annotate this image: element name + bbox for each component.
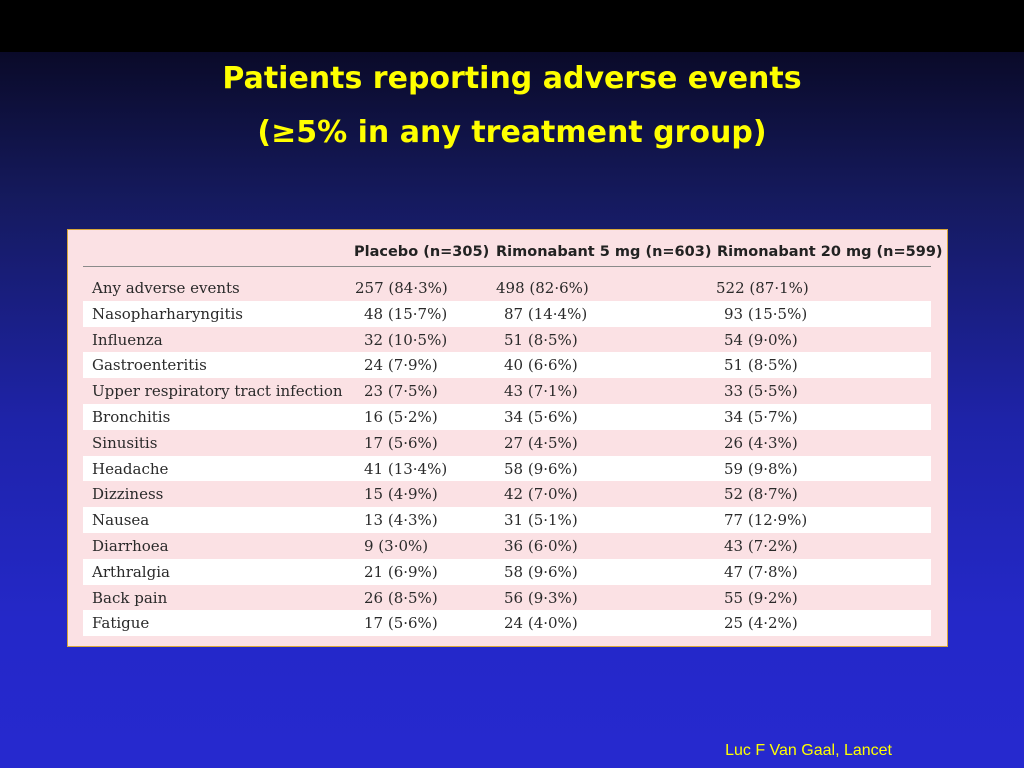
row-label: Nausea — [92, 511, 150, 530]
cell-placebo: 23 (7·5%) — [364, 382, 438, 401]
cell-rimonabant-5mg: 498 (82·6%) — [496, 279, 589, 297]
cell-placebo: 257 (84·3%) — [355, 279, 448, 297]
cell-rimonabant-20mg: 47 (7·8%) — [724, 562, 798, 581]
cell-rimonabant-20mg: 51 (8·5%) — [724, 356, 798, 375]
row-label: Any adverse events — [92, 279, 240, 297]
cell-placebo: 15 (4·9%) — [364, 485, 438, 504]
table-row: Any adverse events 257 (84·3%) 498 (82·6%)… — [83, 275, 931, 301]
row-label: Arthralgia — [92, 562, 170, 581]
table-row: Fatigue 17 (5·6%) 24 (4·0%) 25 (4·2%) — [83, 610, 931, 637]
cell-rimonabant-20mg: 55 (9·2%) — [724, 588, 798, 607]
cell-rimonabant-20mg: 93 (15·5%) — [724, 304, 808, 323]
row-label: Sinusitis — [92, 433, 158, 452]
cell-rimonabant-20mg: 54 (9·0%) — [724, 330, 798, 349]
table-row: Gastroenteritis 24 (7·9%) 40 (6·6%) 51 (8·5… — [83, 352, 931, 379]
row-label: Diarrhoea — [92, 536, 169, 555]
table-rows: Any adverse events 257 (84·3%) 498 (82·6%)… — [83, 275, 931, 637]
table-body: Placebo (n=305) Rimonabant 5 mg (n=603) … — [83, 238, 943, 637]
cell-rimonabant-5mg: 58 (9·6%) — [504, 562, 578, 581]
header-placebo: Placebo (n=305) — [354, 244, 490, 260]
cell-rimonabant-20mg: 26 (4·3%) — [724, 433, 798, 452]
cell-placebo: 17 (5·6%) — [364, 433, 438, 452]
table-row: Influenza 32 (10·5%) 51 (8·5%) 54 (9·0%) — [83, 327, 931, 353]
cell-rimonabant-20mg: 52 (8·7%) — [724, 485, 798, 504]
cell-rimonabant-20mg: 34 (5·7%) — [724, 407, 798, 426]
table-row: Arthralgia 21 (6·9%) 58 (9·6%) 47 (7·8%) — [83, 558, 931, 585]
row-label: Influenza — [92, 330, 163, 349]
cell-placebo: 26 (8·5%) — [364, 588, 438, 607]
table-row: Back pain 26 (8·5%) 56 (9·3%) 55 (9·2%) — [83, 585, 931, 611]
cell-rimonabant-20mg: 59 (9·8%) — [724, 459, 798, 478]
cell-rimonabant-20mg: 522 (87·1%) — [716, 279, 809, 297]
table-row: Nasopharharyngitis 48 (15·7%) 87 (14·4%) 93… — [83, 300, 931, 327]
cell-placebo: 9 (3·0%) — [364, 536, 429, 555]
cell-placebo: 32 (10·5%) — [364, 330, 448, 349]
cell-placebo: 48 (15·7%) — [364, 304, 448, 323]
row-label: Fatigue — [92, 614, 150, 633]
adverse-events-table: Placebo (n=305) Rimonabant 5 mg (n=603) … — [67, 229, 948, 647]
cell-placebo: 13 (4·3%) — [364, 511, 438, 530]
row-label: Upper respiratory tract infection — [92, 382, 343, 401]
table-row: Diarrhoea 9 (3·0%) 36 (6·0%) 43 (7·2%) — [83, 533, 931, 559]
cell-rimonabant-5mg: 58 (9·6%) — [504, 459, 578, 478]
top-dark-band — [0, 0, 1024, 52]
table-row: Upper respiratory tract infection 23 (7·5… — [83, 378, 931, 404]
cell-placebo: 24 (7·9%) — [364, 356, 438, 375]
title-line-2: (≥5% in any treatment group) — [257, 115, 767, 150]
cell-rimonabant-5mg: 34 (5·6%) — [504, 407, 578, 426]
table-row: Headache 41 (13·4%) 58 (9·6%) 59 (9·8%) — [83, 455, 931, 482]
title-line-1: Patients reporting adverse events — [222, 61, 802, 96]
cell-rimonabant-20mg: 43 (7·2%) — [724, 536, 798, 555]
cell-rimonabant-5mg: 56 (9·3%) — [504, 588, 578, 607]
cell-rimonabant-5mg: 27 (4·5%) — [504, 433, 578, 452]
header-rimonabant-20mg: Rimonabant 20 mg (n=599) — [717, 244, 943, 260]
source-credit: Luc F Van Gaal, Lancet — [725, 742, 892, 759]
cell-rimonabant-5mg: 51 (8·5%) — [504, 330, 578, 349]
cell-placebo: 17 (5·6%) — [364, 614, 438, 633]
cell-placebo: 21 (6·9%) — [364, 562, 438, 581]
cell-rimonabant-5mg: 87 (14·4%) — [504, 304, 588, 323]
cell-rimonabant-20mg: 33 (5·5%) — [724, 382, 798, 401]
table-row: Bronchitis 16 (5·2%) 34 (5·6%) 34 (5·7%) — [83, 403, 931, 430]
row-label: Headache — [92, 459, 169, 478]
cell-rimonabant-5mg: 40 (6·6%) — [504, 356, 578, 375]
cell-rimonabant-20mg: 25 (4·2%) — [724, 614, 798, 633]
row-label: Back pain — [92, 588, 168, 607]
cell-placebo: 16 (5·2%) — [364, 407, 438, 426]
row-label: Gastroenteritis — [92, 356, 207, 375]
cell-rimonabant-5mg: 43 (7·1%) — [504, 382, 578, 401]
table-row: Dizziness 15 (4·9%) 42 (7·0%) 52 (8·7%) — [83, 481, 931, 507]
header-rimonabant-5mg: Rimonabant 5 mg (n=603) — [496, 244, 712, 260]
cell-placebo: 41 (13·4%) — [364, 459, 448, 478]
row-label: Dizziness — [92, 485, 164, 504]
row-label: Bronchitis — [92, 407, 171, 426]
cell-rimonabant-5mg: 31 (5·1%) — [504, 511, 578, 530]
cell-rimonabant-5mg: 24 (4·0%) — [504, 614, 578, 633]
table-row: Nausea 13 (4·3%) 31 (5·1%) 77 (12·9%) — [83, 507, 931, 533]
table-row: Sinusitis 17 (5·6%) 27 (4·5%) 26 (4·3%) — [83, 430, 931, 456]
table-header-row: Placebo (n=305) Rimonabant 5 mg (n=603) … — [83, 238, 943, 267]
cell-rimonabant-5mg: 36 (6·0%) — [504, 536, 578, 555]
cell-rimonabant-5mg: 42 (7·0%) — [504, 485, 578, 504]
cell-rimonabant-20mg: 77 (12·9%) — [724, 511, 808, 530]
slide-title: Patients reporting adverse events (≥5% i… — [0, 52, 1024, 160]
row-label: Nasopharharyngitis — [92, 304, 244, 323]
